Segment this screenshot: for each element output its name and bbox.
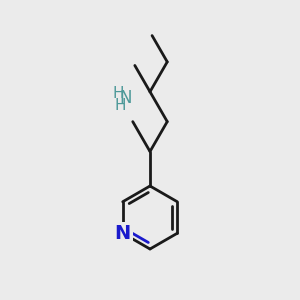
Text: H: H [115, 98, 127, 113]
Text: N: N [115, 224, 131, 243]
Text: H: H [112, 86, 124, 101]
Text: N: N [119, 89, 131, 107]
